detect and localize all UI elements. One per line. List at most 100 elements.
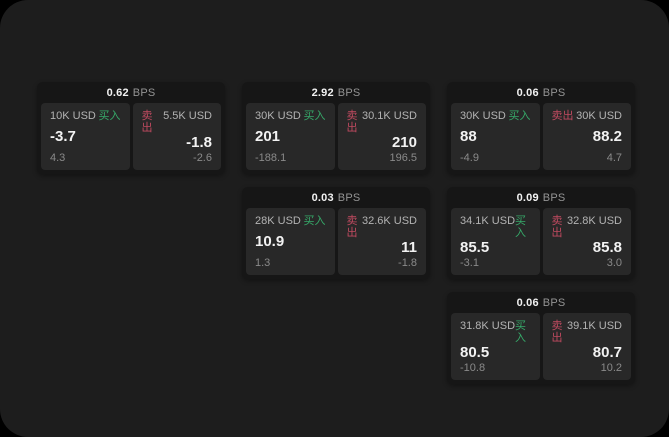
bps-unit-label: BPS [337, 191, 361, 204]
quote-card-grid: 0.62 BPS 10K USD 买入 -3.7 4.3 卖出 5.5K USD [37, 82, 635, 384]
sell-panel-top: 卖出 30K USD [552, 110, 623, 122]
sell-tag: 卖出 [346, 215, 358, 239]
sell-amount: 32.6K USD [361, 215, 417, 227]
buy-tag: 买入 [515, 320, 527, 344]
sell-change: -1.8 [398, 257, 417, 269]
bps-unit-label: BPS [542, 86, 566, 99]
buy-panel-top: 28K USD 买入 [255, 215, 326, 227]
buy-tag: 买入 [515, 215, 527, 239]
quote-card: 0.06 BPS 31.8K USD 买入 80.5 -10.8 卖出 39.1… [447, 292, 635, 384]
sell-panel[interactable]: 卖出 30.1K USD 210 196.5 [337, 103, 426, 170]
buy-price: 201 [255, 128, 281, 145]
sell-panel[interactable]: 卖出 32.8K USD 85.8 3.0 [542, 208, 631, 275]
sell-panel[interactable]: 卖出 39.1K USD 80.7 10.2 [542, 313, 631, 380]
sell-panel-top: 卖出 39.1K USD [552, 320, 623, 344]
buy-panel-top: 30K USD 买入 [255, 110, 326, 122]
bps-value: 0.03 [311, 191, 334, 204]
card-body: 28K USD 买入 10.9 1.3 卖出 32.6K USD 11 -1.8 [242, 208, 430, 279]
bps-unit-label: BPS [132, 86, 156, 99]
quote-card: 0.06 BPS 30K USD 买入 88 -4.9 卖出 30K USD [447, 82, 635, 174]
sell-change: 196.5 [389, 152, 417, 164]
buy-tag: 买入 [508, 110, 531, 122]
bps-unit-label: BPS [337, 86, 361, 99]
buy-panel-top: 30K USD 买入 [460, 110, 531, 122]
sell-panel[interactable]: 卖出 5.5K USD -1.8 -2.6 [132, 103, 221, 170]
sell-price: 80.7 [592, 344, 622, 361]
sell-change: 3.0 [606, 257, 622, 269]
card-header: 0.03 BPS [242, 187, 430, 208]
sell-panel[interactable]: 卖出 32.6K USD 11 -1.8 [337, 208, 426, 275]
sell-amount: 30.1K USD [361, 110, 417, 122]
bps-value: 0.62 [106, 86, 129, 99]
bps-value: 2.92 [311, 86, 334, 99]
quote-card: 2.92 BPS 30K USD 买入 201 -188.1 卖出 30.1K … [242, 82, 430, 174]
buy-price: 80.5 [460, 344, 490, 361]
sell-change: 10.2 [600, 362, 622, 374]
buy-tag: 买入 [303, 215, 326, 227]
buy-change: -10.8 [460, 362, 486, 374]
buy-price: 10.9 [255, 233, 285, 250]
quote-card: 0.03 BPS 28K USD 买入 10.9 1.3 卖出 32.6K US… [242, 187, 430, 279]
card-body: 31.8K USD 买入 80.5 -10.8 卖出 39.1K USD 80.… [447, 313, 635, 384]
buy-price: 88 [460, 128, 477, 145]
buy-panel[interactable]: 34.1K USD 买入 85.5 -3.1 [451, 208, 540, 275]
sell-panel-top: 卖出 32.6K USD [347, 215, 418, 239]
bps-value: 0.06 [516, 296, 539, 309]
sell-panel[interactable]: 卖出 30K USD 88.2 4.7 [542, 103, 631, 170]
sell-panel-top: 卖出 32.8K USD [552, 215, 623, 239]
sell-change: -2.6 [193, 152, 212, 164]
buy-panel-top: 10K USD 买入 [50, 110, 121, 122]
sell-price: 11 [401, 239, 417, 256]
sell-tag: 卖出 [551, 320, 563, 344]
sell-price: -1.8 [186, 134, 212, 151]
sell-panel-top: 卖出 5.5K USD [142, 110, 213, 134]
quote-card: 0.09 BPS 34.1K USD 买入 85.5 -3.1 卖出 32.8K… [447, 187, 635, 279]
card-header: 0.62 BPS [37, 82, 225, 103]
buy-panel[interactable]: 10K USD 买入 -3.7 4.3 [41, 103, 130, 170]
buy-change: -4.9 [460, 152, 479, 164]
buy-tag: 买入 [303, 110, 326, 122]
bps-unit-label: BPS [542, 296, 566, 309]
sell-amount: 5.5K USD [163, 110, 212, 122]
sell-tag: 卖出 [141, 110, 153, 134]
sell-panel-top: 卖出 30.1K USD [347, 110, 418, 134]
buy-amount: 30K USD [255, 110, 301, 122]
sell-amount: 32.8K USD [566, 215, 622, 227]
buy-price: 85.5 [460, 239, 490, 256]
sell-price: 88.2 [592, 128, 622, 145]
buy-amount: 10K USD [50, 110, 96, 122]
bps-unit-label: BPS [542, 191, 566, 204]
buy-amount: 28K USD [255, 215, 301, 227]
buy-change: 1.3 [255, 257, 271, 269]
sell-amount: 39.1K USD [566, 320, 622, 332]
buy-panel[interactable]: 28K USD 买入 10.9 1.3 [246, 208, 335, 275]
buy-panel[interactable]: 30K USD 买入 88 -4.9 [451, 103, 540, 170]
card-header: 2.92 BPS [242, 82, 430, 103]
quote-card: 0.62 BPS 10K USD 买入 -3.7 4.3 卖出 5.5K USD [37, 82, 225, 174]
buy-panel[interactable]: 30K USD 买入 201 -188.1 [246, 103, 335, 170]
buy-amount: 31.8K USD [460, 320, 516, 332]
sell-tag: 卖出 [346, 110, 358, 134]
sell-price: 85.8 [592, 239, 622, 256]
buy-panel-top: 34.1K USD 买入 [460, 215, 531, 239]
sell-amount: 30K USD [576, 110, 622, 122]
card-header: 0.09 BPS [447, 187, 635, 208]
bps-value: 0.06 [516, 86, 539, 99]
sell-tag: 卖出 [551, 110, 574, 122]
card-body: 30K USD 买入 201 -188.1 卖出 30.1K USD 210 1… [242, 103, 430, 174]
buy-change: 4.3 [50, 152, 66, 164]
card-body: 10K USD 买入 -3.7 4.3 卖出 5.5K USD -1.8 -2.… [37, 103, 225, 174]
buy-change: -3.1 [460, 257, 479, 269]
buy-panel[interactable]: 31.8K USD 买入 80.5 -10.8 [451, 313, 540, 380]
sell-change: 4.7 [606, 152, 622, 164]
buy-tag: 买入 [98, 110, 121, 122]
buy-amount: 30K USD [460, 110, 506, 122]
buy-change: -188.1 [255, 152, 287, 164]
card-header: 0.06 BPS [447, 82, 635, 103]
card-header: 0.06 BPS [447, 292, 635, 313]
bps-value: 0.09 [516, 191, 539, 204]
sell-price: 210 [391, 134, 417, 151]
buy-panel-top: 31.8K USD 买入 [460, 320, 531, 344]
buy-amount: 34.1K USD [460, 215, 516, 227]
